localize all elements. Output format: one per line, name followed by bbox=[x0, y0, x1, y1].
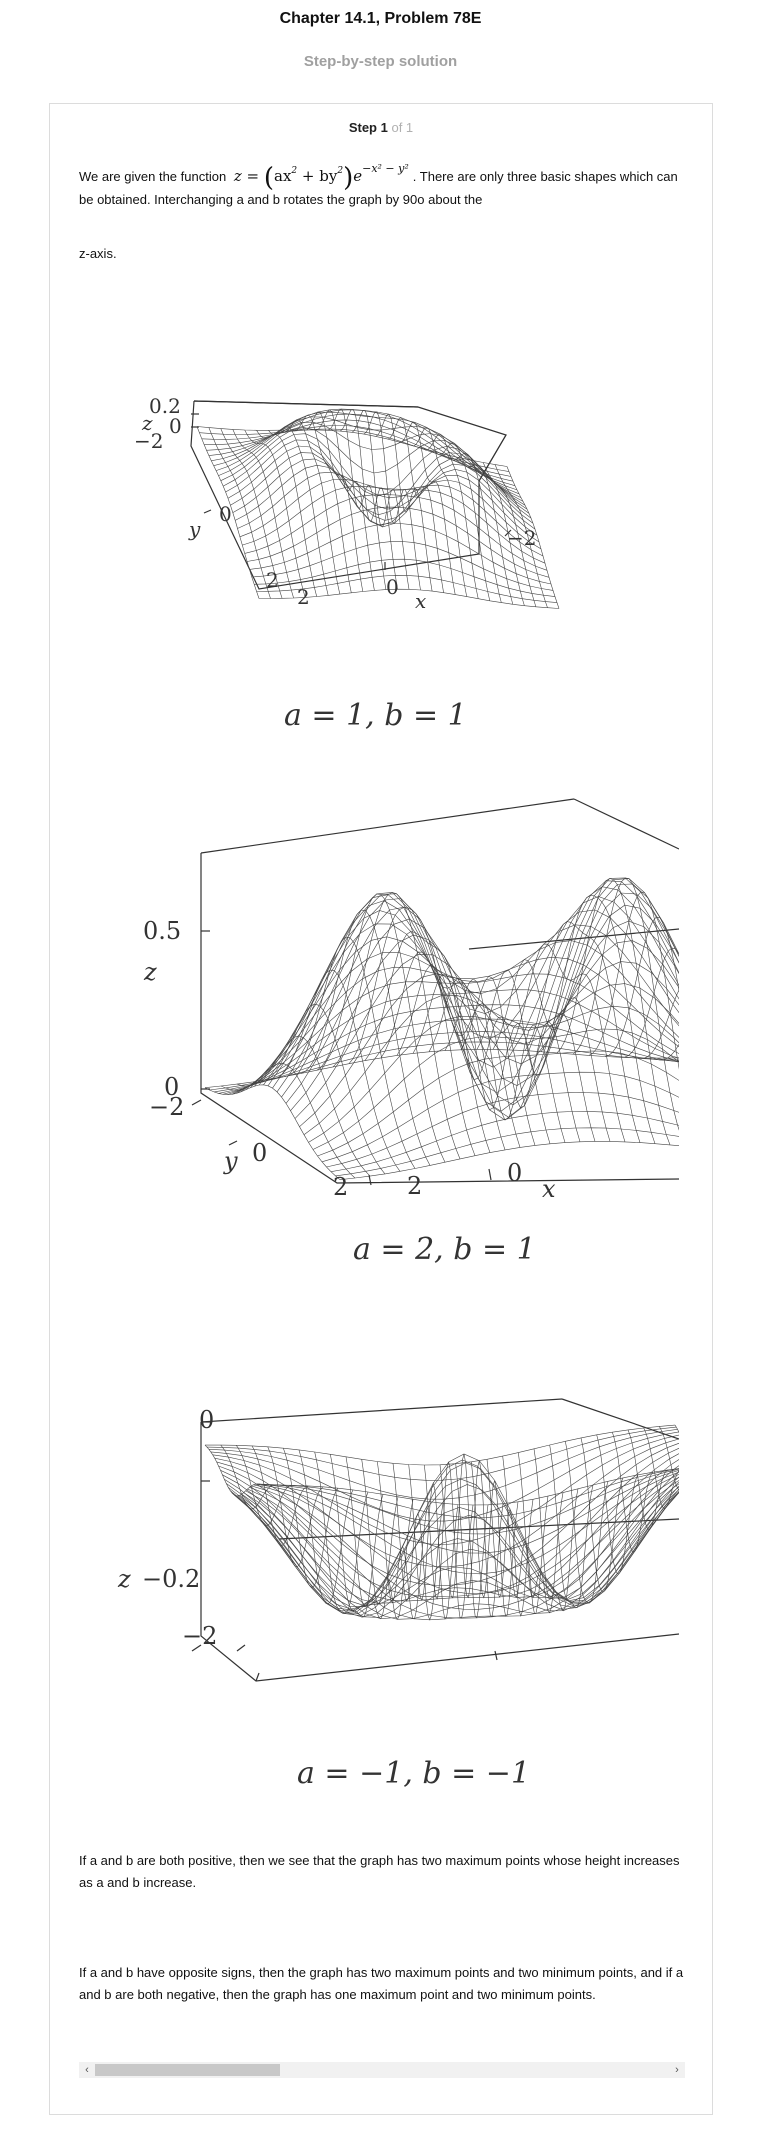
plot-caption-1: a = 1, b = 1 bbox=[284, 698, 467, 733]
z-tick-label: −2 bbox=[182, 1622, 217, 1650]
step-heading: Step 1 of 1 bbox=[50, 120, 712, 135]
z-tick-label: −0.2 bbox=[142, 1565, 200, 1593]
y-axis-label: y bbox=[188, 517, 201, 541]
intro-text-after: . There are only three basic shapes whic… bbox=[79, 169, 678, 207]
plot-caption-3: a = −1, b = −1 bbox=[297, 1756, 531, 1791]
x-tick-label: 0 bbox=[507, 1159, 522, 1187]
z-axis-label: z bbox=[143, 958, 157, 986]
function-formula: z = (ax2 + by2)e−x² − y² bbox=[233, 162, 409, 193]
x-axis-label: x bbox=[542, 1175, 556, 1203]
step-count: of 1 bbox=[391, 120, 414, 135]
surface-plot-3: 0 z −0.2 −2 y 0 2 2 0 x bbox=[117, 1398, 679, 1682]
z-tick-label: −2 bbox=[134, 429, 163, 453]
solution-card: Step 1 of 1 We are given the function z … bbox=[49, 103, 713, 2115]
scroll-right-icon[interactable]: › bbox=[675, 2064, 679, 2076]
y-axis-label: y bbox=[223, 1147, 238, 1175]
horizontal-scrollbar[interactable]: ‹ › bbox=[79, 2062, 685, 2078]
x-axis-label: x bbox=[415, 589, 426, 613]
z-tick-label: 0 bbox=[169, 414, 182, 438]
y-tick-label: 0 bbox=[219, 502, 232, 526]
z-tick-label: 0.2 bbox=[149, 394, 181, 418]
x-tick-label: 0 bbox=[386, 575, 399, 599]
surface-plot-1: z 0.2 0 −2 y 0 2 2 0 −2 x bbox=[134, 394, 560, 613]
scroll-left-icon[interactable]: ‹ bbox=[85, 2064, 89, 2076]
intro-paragraph-end: z-axis. bbox=[79, 246, 117, 261]
z-tick-label: 0.5 bbox=[143, 917, 181, 945]
z-axis-label: z bbox=[141, 411, 153, 435]
surface-mesh-1 bbox=[196, 408, 560, 609]
x-tick-label: 2 bbox=[407, 1172, 422, 1200]
x-tick-label: 2 bbox=[297, 585, 310, 609]
y-tick-label: 0 bbox=[252, 1139, 267, 1167]
z-tick-label: −2 bbox=[149, 1093, 184, 1121]
intro-text-before: We are given the function bbox=[79, 169, 227, 184]
paragraph-positive: If a and b are both positive, then we se… bbox=[79, 1853, 680, 1890]
z-tick-label: 0 bbox=[164, 1073, 179, 1101]
plot-caption-2: a = 2, b = 1 bbox=[353, 1232, 536, 1267]
x-tick-label: −2 bbox=[507, 526, 536, 550]
y-tick-label: 2 bbox=[333, 1173, 348, 1201]
chapter-title: Chapter 14.1, Problem 78E bbox=[279, 10, 482, 27]
solution-subtitle: Step-by-step solution bbox=[303, 53, 458, 70]
intro-paragraph: We are given the function z = (ax2 + by2… bbox=[79, 158, 689, 211]
step-label: Step 1 bbox=[348, 120, 388, 135]
y-tick-label: 2 bbox=[266, 568, 279, 592]
paragraph-mixed: If a and b have opposite signs, then the… bbox=[79, 1965, 684, 2002]
scroll-thumb[interactable] bbox=[95, 2064, 280, 2076]
z-tick-label: 0 bbox=[199, 1406, 214, 1434]
surface-mesh-3 bbox=[204, 1424, 679, 1621]
surface-mesh-2 bbox=[204, 877, 679, 1180]
surface-plot-2: 0.5 z 0 −2 y 0 2 2 0 x bbox=[143, 798, 679, 1203]
z-axis-label: z bbox=[117, 1565, 131, 1593]
